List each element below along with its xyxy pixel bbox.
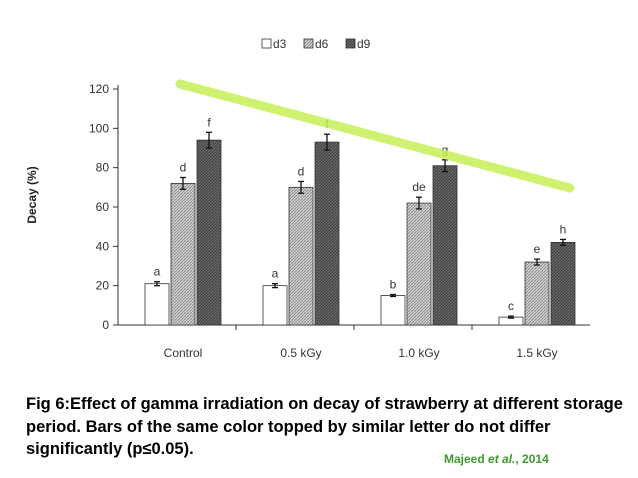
significance-letter: e xyxy=(534,242,541,256)
y-tick-label: 40 xyxy=(96,239,110,253)
y-tick-label: 80 xyxy=(96,161,110,175)
significance-letter: c xyxy=(508,299,514,313)
significance-letter: a xyxy=(272,267,279,281)
x-tick-label: 1.5 kGy xyxy=(516,346,557,360)
y-tick-label: 120 xyxy=(89,82,109,96)
legend-label-d6: d6 xyxy=(315,37,329,51)
citation-author: Majeed xyxy=(444,452,489,466)
y-tick-label: 100 xyxy=(89,121,109,135)
bar-d3 xyxy=(144,283,170,326)
axes: 0 20 40 60 80 100 120 Control 0.5 kGy 1.0 kGy 1.5 … xyxy=(89,82,590,360)
bar-d3 xyxy=(262,285,288,326)
significance-letter: h xyxy=(560,222,567,236)
significance-letter: d xyxy=(180,161,187,175)
bar-chart: d3 d6 d9 0 20 40 60 80 100 120 Control 0.5 kGy 1.0 … xyxy=(25,37,590,360)
figure-caption: Fig 6:Effect of gamma irradiation on dec… xyxy=(26,395,623,458)
legend: d3 d6 d9 xyxy=(261,37,371,51)
bar-d6 xyxy=(288,186,314,326)
bar-d9 xyxy=(314,141,340,326)
legend-swatch-d6 xyxy=(303,38,314,49)
bars: adfadfbdegceh xyxy=(144,115,576,326)
x-tick-label: Control xyxy=(164,346,203,360)
legend-swatch-d9 xyxy=(345,38,356,49)
bar-d3 xyxy=(380,295,406,326)
significance-letter: b xyxy=(390,278,397,292)
significance-letter: de xyxy=(412,180,426,194)
trend-line xyxy=(175,79,575,193)
trend-line-layer xyxy=(175,79,575,193)
significance-letter: d xyxy=(298,164,305,178)
y-tick-label: 60 xyxy=(96,200,110,214)
significance-letter: f xyxy=(207,115,211,129)
bar-d9 xyxy=(196,139,222,326)
x-tick-label: 0.5 kGy xyxy=(280,346,321,360)
citation-etal: et al. xyxy=(488,452,516,466)
bar-d9 xyxy=(432,165,458,326)
bar-d9 xyxy=(550,241,576,326)
bar-d6 xyxy=(524,261,550,326)
bar-d6 xyxy=(406,202,432,326)
significance-letter: g xyxy=(442,143,449,157)
x-tick-label: 1.0 kGy xyxy=(398,346,439,360)
significance-letter: a xyxy=(154,265,161,279)
citation: Majeed et al., 2014 xyxy=(444,452,549,466)
legend-swatch-d3 xyxy=(261,38,272,49)
y-tick-label: 20 xyxy=(96,279,110,293)
citation-year: , 2014 xyxy=(515,452,549,466)
legend-label-d9: d9 xyxy=(357,37,371,51)
y-tick-label: 0 xyxy=(102,318,109,332)
bar-d6 xyxy=(170,182,196,326)
y-axis-label: Decay (%) xyxy=(25,166,39,223)
legend-label-d3: d3 xyxy=(273,37,287,51)
